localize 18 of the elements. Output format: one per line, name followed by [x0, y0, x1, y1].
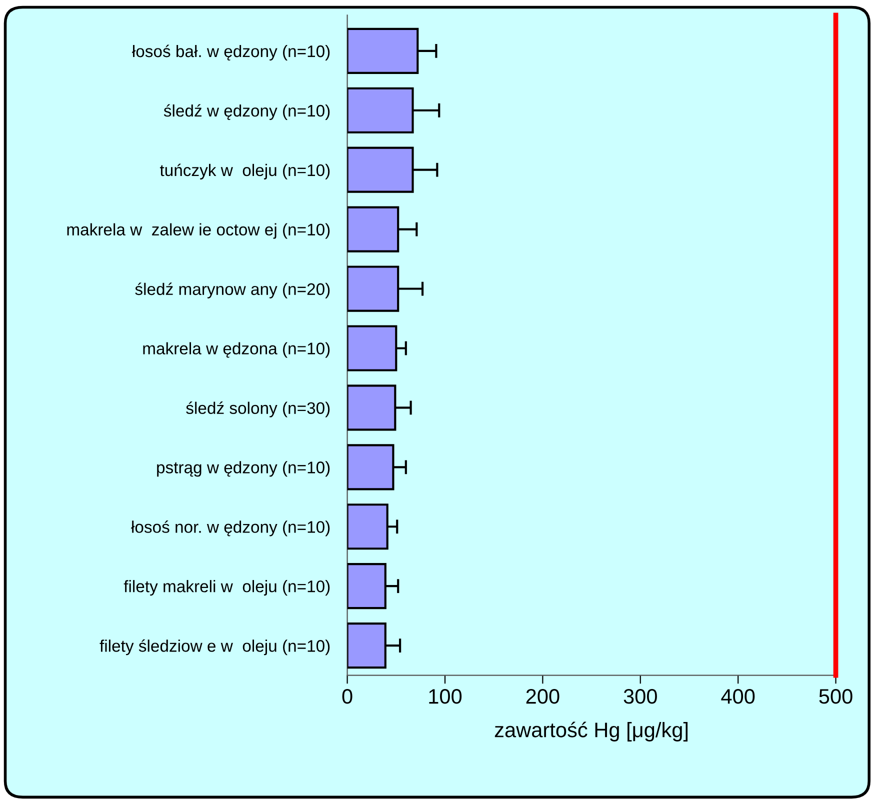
y-tick-label: łosoś bał. w ędzony (n=10): [132, 44, 330, 61]
x-tick-label: 300: [624, 689, 657, 704]
x-tick-label: 400: [721, 689, 755, 704]
y-tick-label: tuńczyk w oleju (n=10): [160, 164, 330, 180]
y-tick-label: pstrąg w ędzony (n=10): [157, 461, 330, 477]
x-tick-label: 0: [342, 689, 352, 704]
y-tick-label: makrela w zalew ie octow ej (n=10): [67, 223, 330, 239]
x-tick-label: 200: [526, 689, 560, 704]
x-tick-label: 500: [819, 689, 852, 704]
y-tick-label: makrela w ędzona (n=10): [143, 342, 330, 358]
y-tick-label: filety śledziow e w oleju (n=10): [100, 639, 330, 656]
x-axis-title: zawartość Hg [μg/kg]: [494, 722, 688, 742]
y-tick-label: łosoś nor. w ędzony (n=10): [131, 520, 330, 536]
y-tick-label: filety makreli w oleju (n=10): [124, 580, 330, 596]
y-tick-label: śledź w ędzony (n=10): [164, 104, 330, 120]
y-tick-label: śledź marynow any (n=20): [135, 282, 330, 298]
x-tick-label: 100: [429, 689, 462, 704]
y-tick-label: śledź solony (n=30): [186, 402, 330, 418]
